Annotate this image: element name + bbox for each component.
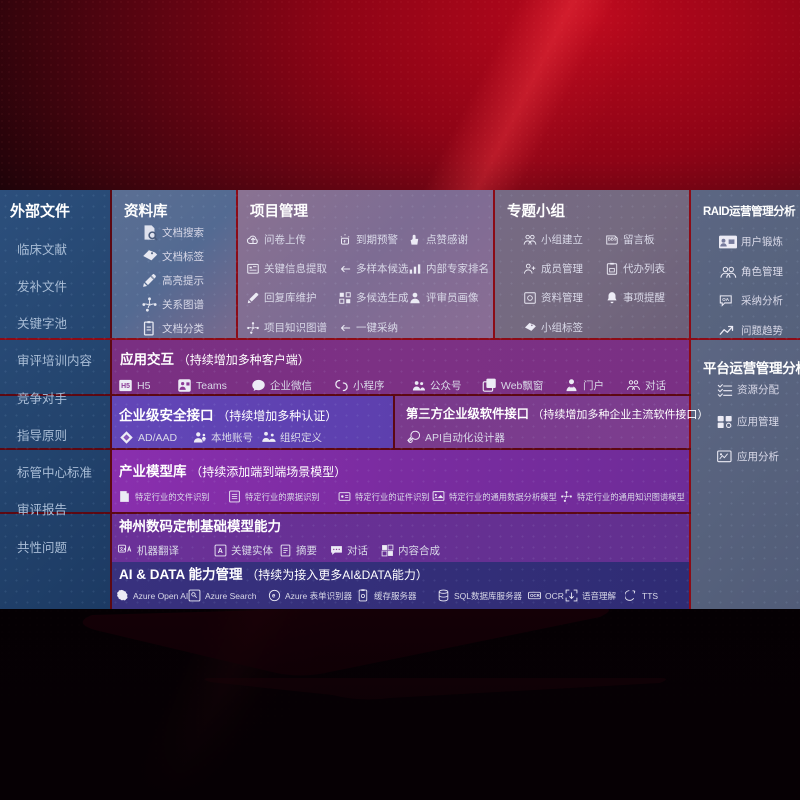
svg-text:文A: 文A <box>119 547 127 552</box>
svg-text:A: A <box>218 548 223 555</box>
svg-text:BBS: BBS <box>608 236 617 241</box>
svg-text:OA: OA <box>722 297 730 302</box>
svg-text:e: e <box>272 594 276 600</box>
svg-text:OCR: OCR <box>530 593 540 598</box>
svg-text:H5: H5 <box>121 383 130 390</box>
